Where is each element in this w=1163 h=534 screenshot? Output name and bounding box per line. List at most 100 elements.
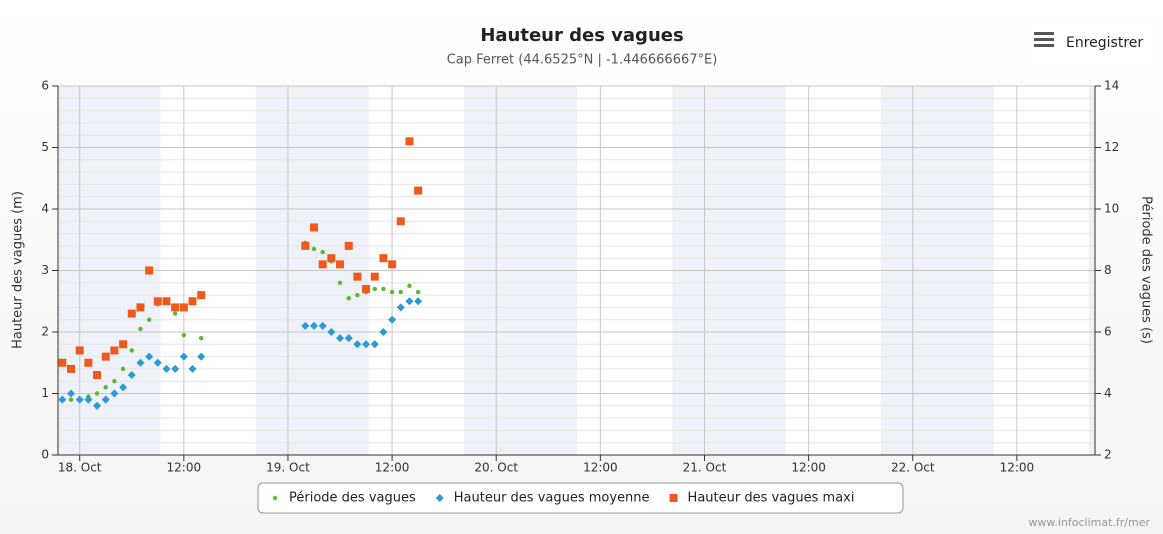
data-point <box>336 334 345 343</box>
legend-box <box>257 482 904 514</box>
data-point <box>162 297 171 306</box>
data-point <box>379 328 388 336</box>
data-point <box>309 223 318 232</box>
data-point <box>396 303 405 312</box>
data-point <box>153 358 162 367</box>
export-button-bg[interactable] <box>1027 24 1153 62</box>
data-point <box>145 266 154 275</box>
legend: Période des vagues Hauteur des vagues moy… <box>257 482 904 514</box>
data-point <box>129 348 134 353</box>
data-point <box>153 297 162 306</box>
data-point <box>146 317 152 322</box>
legend-marker <box>669 494 678 502</box>
data-point <box>414 186 423 195</box>
y2-tick-label: 12 <box>1104 140 1119 154</box>
data-point <box>405 137 414 146</box>
export-button[interactable]: Enregistrer <box>1027 24 1153 62</box>
data-point <box>171 303 180 312</box>
data-point <box>68 397 74 402</box>
data-point <box>67 364 76 373</box>
legend-label: Hauteur des vagues moyenne <box>454 491 650 506</box>
data-point <box>93 401 102 410</box>
chart-title: Hauteur des vagues <box>480 25 683 46</box>
y-tick-label: 0 <box>41 448 49 462</box>
data-point <box>179 352 188 361</box>
data-point <box>381 286 386 292</box>
data-point <box>197 352 206 361</box>
legend-label: Période des vagues <box>289 491 416 506</box>
data-point <box>119 340 128 349</box>
legend-marker <box>435 494 444 502</box>
x-tick-label: 20. Oct <box>474 461 518 475</box>
data-point <box>197 291 206 300</box>
data-point <box>84 358 93 367</box>
data-point <box>162 364 171 373</box>
data-point <box>110 389 119 398</box>
data-point <box>337 280 343 285</box>
y2-tick-label: 2 <box>1104 448 1112 462</box>
data-point <box>67 389 76 398</box>
data-point <box>372 286 377 292</box>
data-point <box>145 352 154 361</box>
y-tick-label: 2 <box>41 325 49 339</box>
y2-tick-label: 10 <box>1104 202 1119 216</box>
y-tick-label: 1 <box>41 386 49 400</box>
data-point <box>171 364 180 373</box>
data-point <box>353 340 362 349</box>
data-point <box>388 315 397 324</box>
data-point <box>103 385 108 390</box>
data-point <box>379 254 388 263</box>
x-tick-label: 12:00 <box>375 461 410 475</box>
data-point <box>327 328 336 336</box>
y2-tick-label: 6 <box>1104 325 1112 339</box>
data-point <box>127 371 136 380</box>
y-tick-label: 6 <box>41 79 49 93</box>
data-point <box>58 358 67 367</box>
data-point <box>336 260 345 269</box>
data-point <box>370 272 379 281</box>
data-point <box>93 371 102 380</box>
x-tick-label: 12:00 <box>167 461 202 475</box>
data-point <box>362 284 371 293</box>
data-point <box>414 297 423 306</box>
data-point <box>101 352 110 361</box>
menu-icon <box>1034 38 1054 41</box>
data-point <box>353 272 362 281</box>
data-point <box>188 297 197 306</box>
x-tick-label: 19. Oct <box>266 461 310 475</box>
y-tick-label: 4 <box>41 202 49 216</box>
data-point <box>94 391 100 396</box>
legend-marker <box>272 495 278 501</box>
data-point <box>344 334 353 343</box>
data-point <box>344 241 353 250</box>
data-point <box>355 292 360 298</box>
export-label[interactable]: Enregistrer <box>1066 35 1143 51</box>
data-point <box>179 303 188 312</box>
data-point <box>388 260 397 269</box>
data-point <box>320 249 325 255</box>
data-point <box>188 364 197 373</box>
menu-icon <box>1034 44 1054 47</box>
data-point <box>389 289 395 295</box>
y-tick-label: 3 <box>41 263 49 277</box>
data-point <box>407 283 412 289</box>
data-point <box>311 246 317 252</box>
x-tick-label: 18. Oct <box>58 461 102 475</box>
data-point <box>75 395 84 404</box>
data-point <box>396 217 405 226</box>
data-point <box>346 295 351 301</box>
data-point <box>309 321 318 330</box>
menu-icon <box>1034 32 1054 35</box>
data-point <box>138 326 143 332</box>
data-point <box>136 358 145 367</box>
x-tick-label: 22. Oct <box>891 461 935 475</box>
data-point <box>119 383 128 392</box>
data-point <box>318 260 327 269</box>
x-tick-label: 12:00 <box>791 461 826 475</box>
data-point <box>112 379 117 384</box>
data-point <box>84 395 93 404</box>
data-point <box>301 241 310 250</box>
data-point <box>362 340 371 349</box>
y2-axis-label: Période des vagues (s) <box>1139 196 1154 344</box>
